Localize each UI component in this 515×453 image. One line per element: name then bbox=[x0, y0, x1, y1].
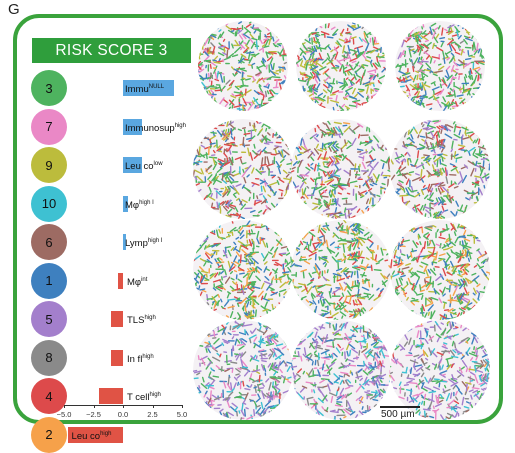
scale-bar bbox=[380, 406, 420, 408]
tissue-core bbox=[285, 220, 396, 325]
tissue-core bbox=[288, 320, 393, 424]
tissue-core bbox=[388, 220, 493, 323]
scale-bar-label: 500 µm bbox=[381, 409, 415, 420]
tissue-core bbox=[285, 119, 394, 225]
tissue-core bbox=[394, 21, 493, 117]
tissue-core-grid bbox=[0, 0, 515, 435]
tissue-core bbox=[383, 119, 496, 224]
tissue-core bbox=[189, 320, 296, 425]
tissue-core bbox=[194, 21, 292, 116]
tissue-core bbox=[293, 21, 388, 117]
tissue-core bbox=[191, 220, 298, 324]
tissue-core bbox=[187, 119, 298, 223]
